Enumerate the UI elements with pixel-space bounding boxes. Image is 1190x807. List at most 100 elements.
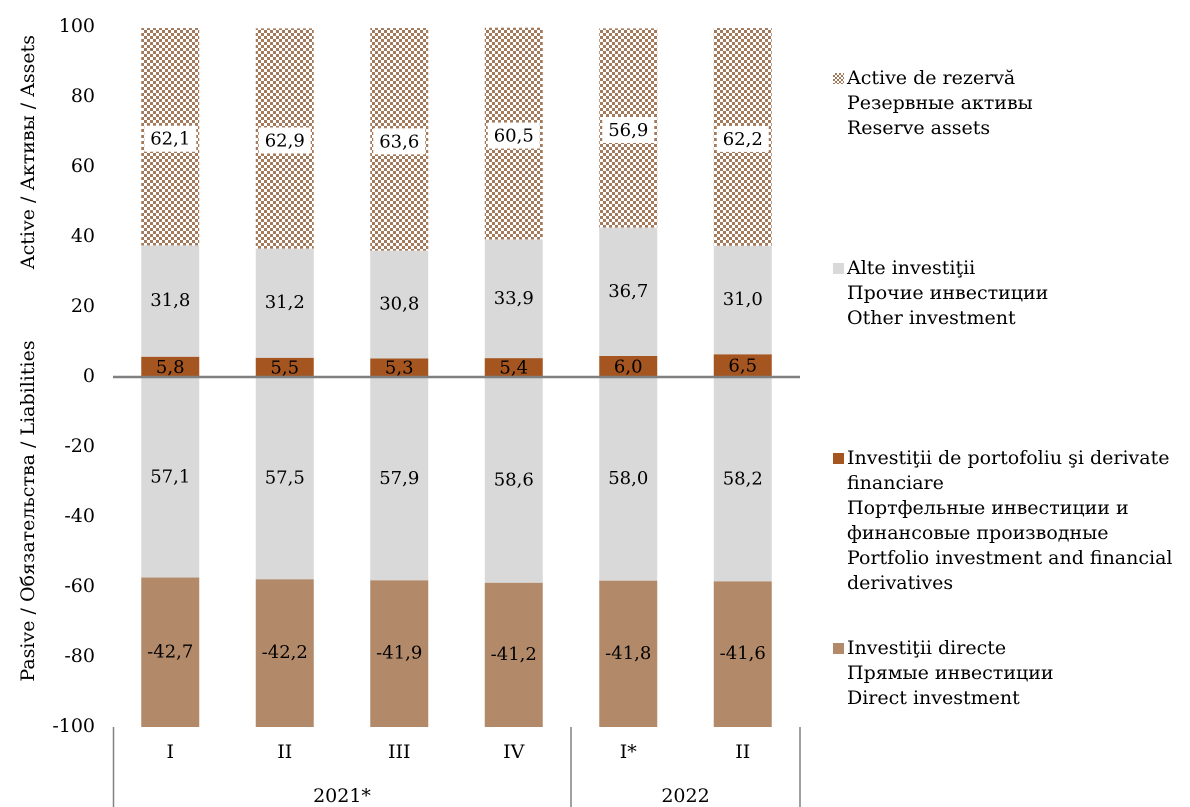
data-label-direct: -41,9: [376, 643, 422, 664]
bar-direct-liabilities: [370, 580, 429, 727]
bar-direct-liabilities: [599, 580, 658, 727]
bar-other-assets: [370, 250, 429, 359]
legend-text: Reserve assets: [847, 117, 991, 139]
data-label-portfolio: 5,5: [270, 357, 299, 378]
data-label-other-liabilities: 58,0: [608, 468, 648, 489]
bar-portfolio-assets: [484, 358, 543, 377]
y-tick-label: 80: [71, 85, 95, 107]
data-label-reserve-bg: [716, 125, 769, 152]
y-tick-label: 20: [71, 295, 95, 317]
bar-other-assets: [255, 248, 314, 358]
data-label-other-liabilities: 58,6: [494, 469, 534, 490]
legend-text: Other investment: [847, 307, 1016, 329]
y-tick-label: -80: [64, 645, 95, 667]
legend-swatch-reserve: [833, 73, 844, 84]
y-tick-label: 0: [83, 365, 95, 387]
bar-other-liabilities: [484, 377, 543, 583]
bar-direct-liabilities: [255, 579, 314, 727]
bar-portfolio-assets: [141, 356, 200, 377]
data-label-direct: -42,7: [147, 641, 193, 662]
bar-other-liabilities: [713, 377, 772, 582]
legend-text: Портфельные инвестиции и финансовые прои…: [847, 497, 1129, 544]
data-label-reserve-bg: [373, 128, 426, 155]
legend-text: Investiţii de portofoliu şi derivate fin…: [847, 447, 1170, 494]
data-label-reserve-bg: [258, 127, 311, 154]
bar-direct-liabilities: [713, 581, 772, 727]
legend-item-other: Alte investiţii Прочие инвестиции Other in…: [833, 256, 1190, 331]
data-label-reserve: 63,6: [379, 131, 419, 152]
x-group-label: 2021*: [313, 785, 371, 807]
y-tick-label: -20: [64, 435, 95, 457]
data-label-other-assets: 31,8: [150, 290, 190, 311]
legend-swatch-other: [833, 263, 844, 274]
bar-other-assets: [484, 239, 543, 359]
bar-direct-liabilities: [484, 582, 543, 727]
bar-other-assets: [599, 227, 658, 356]
data-label-reserve: 56,9: [608, 120, 648, 141]
legend-text: Прочие инвестиции: [847, 282, 1049, 304]
legend-item-reserve: Active de rezervă Резервные активы Reserve…: [833, 66, 1190, 141]
y-tick-label: 100: [59, 15, 95, 37]
y-tick-label: -100: [52, 715, 95, 737]
data-label-reserve-bg: [602, 116, 655, 143]
bar-direct-liabilities: [141, 577, 200, 727]
data-label-other-liabilities: 57,1: [150, 467, 190, 488]
data-label-direct: -42,2: [262, 642, 308, 663]
x-category-label: IV: [503, 741, 525, 763]
legend-text: Прямые инвестиции: [847, 662, 1054, 684]
data-label-reserve-bg: [487, 122, 540, 149]
x-group-label: 2022: [661, 785, 709, 807]
legend-text: Alte investiţii: [847, 257, 976, 279]
plot-area: 100 80 60 40 20 0 -20 -40 -60 -80 -100 5,8 31,8 62,1 5…: [52, 15, 801, 807]
data-label-other-liabilities: 57,5: [265, 468, 305, 489]
legend-text: Investiţii directe: [847, 637, 1007, 659]
data-label-reserve: 60,5: [494, 126, 534, 147]
legend-text: Резервные активы: [847, 92, 1033, 114]
legend-swatch-direct: [833, 643, 844, 654]
data-label-reserve: 62,9: [265, 130, 305, 151]
data-label-other-assets: 33,9: [494, 288, 534, 309]
y-axis-title-liabilities: Pasive / Обязательства / Liabilities: [17, 340, 39, 681]
bar-other-liabilities: [255, 378, 314, 580]
data-label-other-liabilities: 57,9: [379, 468, 419, 489]
bar-portfolio-assets: [255, 357, 314, 377]
y-tick-label: 40: [71, 225, 95, 247]
data-label-portfolio: 5,8: [156, 357, 185, 378]
data-label-portfolio: 6,0: [614, 357, 643, 378]
bar-other-liabilities: [141, 377, 200, 578]
y-tick-label: -60: [64, 575, 95, 597]
data-label-direct: -41,2: [491, 644, 537, 665]
bar-other-assets: [141, 245, 200, 357]
x-category-label: I: [166, 741, 174, 763]
data-label-other-assets: 30,8: [379, 294, 419, 315]
x-category-label: II: [735, 741, 750, 763]
data-label-other-assets: 31,0: [723, 289, 763, 310]
bar-other-assets: [713, 245, 772, 355]
data-label-other-assets: 31,2: [265, 292, 305, 313]
data-label-portfolio: 5,4: [499, 358, 528, 379]
legend-item-direct: Investiţii directe Прямые инвестиции Direc…: [833, 636, 1190, 711]
bar-portfolio-assets: [599, 356, 658, 377]
data-label-reserve: 62,1: [150, 129, 190, 150]
y-tick-label: 60: [71, 155, 95, 177]
data-label-direct: -41,6: [720, 643, 766, 664]
data-label-reserve: 62,2: [723, 129, 763, 150]
bar-portfolio-assets: [370, 358, 429, 377]
legend-item-portfolio: Investiţii de portofoliu şi derivate fin…: [833, 446, 1190, 596]
data-label-direct: -41,8: [605, 643, 651, 664]
y-tick-label: -40: [64, 505, 95, 527]
x-category-label: I*: [620, 741, 638, 763]
legend-swatch-portfolio: [833, 453, 844, 464]
data-label-portfolio: 5,3: [385, 358, 414, 379]
y-axis-title-assets: Active / Активы / Assets: [17, 35, 39, 270]
data-label-other-liabilities: 58,2: [723, 469, 763, 490]
legend-text: Portfolio investment and financial deriv…: [847, 547, 1173, 594]
x-category-label: III: [388, 741, 411, 763]
bar-other-liabilities: [599, 377, 658, 581]
legend-text: Active de rezervă: [847, 67, 1016, 89]
data-label-other-assets: 36,7: [608, 281, 648, 302]
legend-text: Direct investment: [847, 687, 1020, 709]
data-label-portfolio: 6,5: [728, 356, 757, 377]
bar-other-liabilities: [370, 377, 429, 581]
